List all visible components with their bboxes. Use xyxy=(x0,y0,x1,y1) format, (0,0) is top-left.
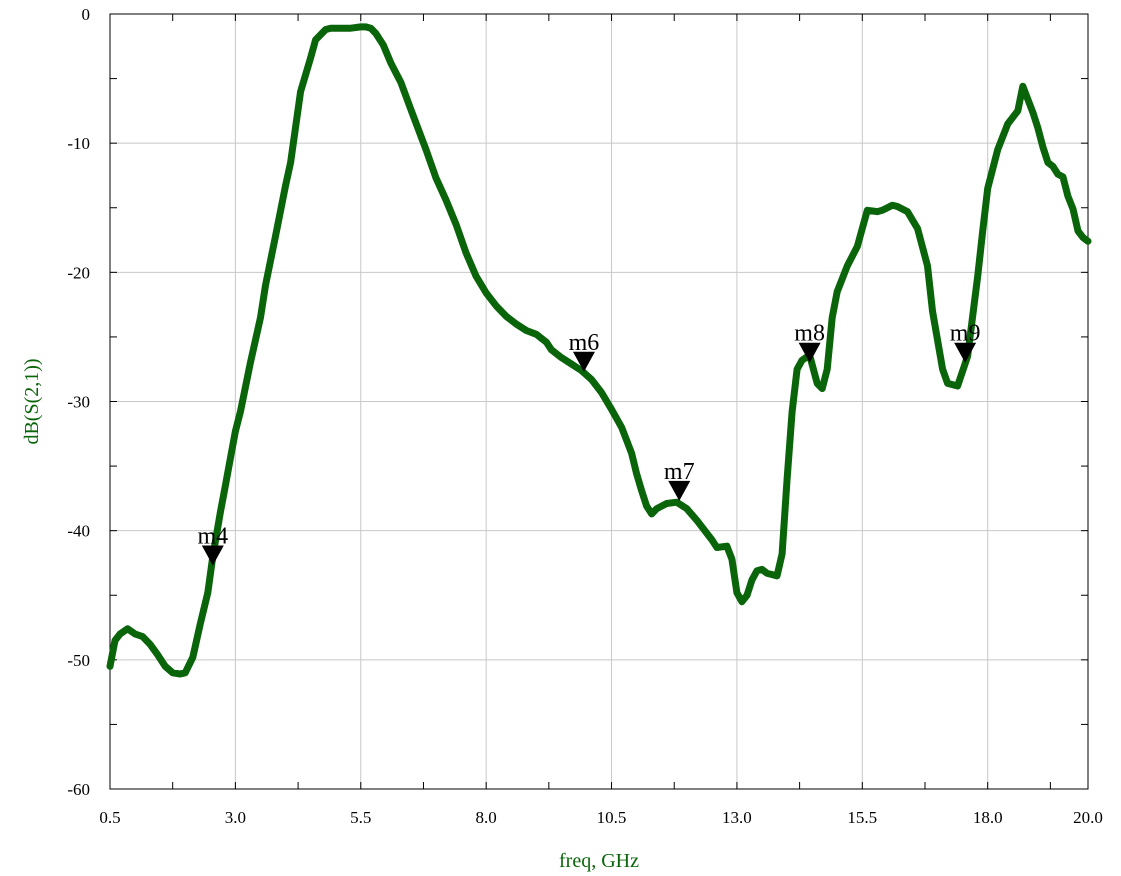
marker-triangle xyxy=(201,545,224,566)
marker-label: m6 xyxy=(569,330,600,356)
y-tick-label: -10 xyxy=(67,134,90,153)
marker-triangle xyxy=(798,342,821,363)
y-tick-labels: 0 -10 -20 -30 -40 -50 -60 xyxy=(67,5,90,799)
x-axis-title: freq, GHz xyxy=(559,850,639,872)
y-tick-label: 0 xyxy=(82,5,91,24)
x-tick-label: 5.5 xyxy=(350,808,371,827)
grid xyxy=(110,14,1088,789)
marker-m8: m8 xyxy=(794,321,825,363)
marker-m4: m4 xyxy=(197,524,228,566)
y-tick-label: -40 xyxy=(67,522,90,541)
s21-trace xyxy=(106,23,1092,678)
x-tick-label: 0.5 xyxy=(99,808,120,827)
x-tick-label: 20.0 xyxy=(1073,808,1103,827)
x-tick-label: 8.0 xyxy=(476,808,497,827)
y-tick-label: -50 xyxy=(67,651,90,670)
marker-label: m9 xyxy=(950,321,981,347)
markers: m4 m6 m7 m8 m9 xyxy=(197,321,980,566)
x-tick-label: 3.0 xyxy=(225,808,246,827)
marker-label: m7 xyxy=(664,459,695,485)
x-tick-label: 15.5 xyxy=(847,808,877,827)
marker-m6: m6 xyxy=(569,330,600,372)
y-tick-label: -20 xyxy=(67,263,90,282)
y-tick-label: -60 xyxy=(67,780,90,799)
tick-marks xyxy=(109,13,1088,790)
marker-m7: m7 xyxy=(664,459,695,501)
marker-triangle xyxy=(668,480,691,501)
y-tick-label: -30 xyxy=(67,393,90,412)
x-tick-label: 18.0 xyxy=(973,808,1003,827)
marker-triangle xyxy=(572,351,595,372)
marker-label: m4 xyxy=(197,524,228,550)
marker-triangle xyxy=(954,342,977,363)
x-tick-label: 13.0 xyxy=(722,808,752,827)
x-tick-label: 10.5 xyxy=(597,808,627,827)
marker-m9: m9 xyxy=(950,321,981,363)
x-tick-labels: 0.5 3.0 5.5 8.0 10.5 13.0 15.5 18.0 20.0 xyxy=(99,808,1103,827)
y-axis-title: dB(S(2,1)) xyxy=(21,358,43,444)
marker-label: m8 xyxy=(794,321,825,347)
